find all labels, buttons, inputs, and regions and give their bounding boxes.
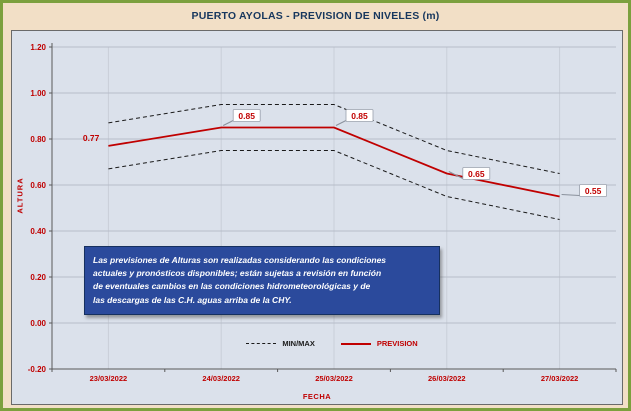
x-tick-label: 25/03/2022 — [315, 374, 353, 383]
data-label-leader — [448, 171, 464, 179]
series-prevision-line — [108, 126, 560, 198]
data-label: 0.77 — [83, 133, 100, 143]
data-label-leader — [335, 120, 347, 126]
data-label-leader — [222, 120, 234, 126]
y-tick-label: 0.80 — [30, 135, 46, 144]
y-tick-label: 0.20 — [30, 273, 46, 282]
y-tick-label: 1.00 — [30, 89, 46, 98]
y-tick-label: -0.20 — [28, 365, 47, 374]
series-max-line — [108, 104, 560, 174]
data-label: 0.85 — [238, 111, 255, 121]
y-tick-label: 0.00 — [30, 319, 46, 328]
legend-item-prevision: PREVISION — [340, 339, 418, 348]
y-tick-label: 0.60 — [30, 181, 46, 190]
prevision-line-icon — [340, 342, 371, 345]
data-label-box — [345, 109, 374, 122]
disclaimer-line: las descargas de las C.H. aguas arriba d… — [93, 294, 292, 305]
y-tick-label: 0.40 — [30, 227, 46, 236]
legend-label-minmax: MIN/MAX — [282, 339, 315, 348]
x-tick-label: 26/03/2022 — [428, 374, 466, 383]
y-tick-label: 1.20 — [30, 43, 46, 52]
chart-legend: MIN/MAX PREVISION — [12, 339, 622, 348]
x-tick-label: 24/03/2022 — [202, 374, 240, 383]
x-tick-label: 23/03/2022 — [90, 374, 128, 383]
chart-canvas: 1.20 1.00 0.80 0.60 0.40 0.20 0.00 -0.20 23/03/2… — [28, 43, 617, 383]
chart-panel: 1.20 1.00 0.80 0.60 0.40 0.20 0.00 -0.20 23/03/2… — [11, 30, 623, 405]
series-min-line — [108, 150, 560, 220]
disclaimer-note: Las previsiones de Alturas son realizada… — [84, 246, 440, 315]
legend-item-minmax: MIN/MAX — [246, 339, 315, 348]
x-axis-label: FECHA — [302, 392, 332, 401]
data-label-box — [462, 167, 491, 180]
data-label-box — [579, 184, 607, 197]
data-label: 0.85 — [351, 111, 368, 121]
minmax-line-icon — [246, 343, 277, 344]
x-tick-label: 27/03/2022 — [541, 374, 579, 383]
data-label-box — [232, 109, 261, 122]
disclaimer-line: Las previsiones de Alturas son realizada… — [93, 255, 387, 265]
disclaimer-line: actuales y pronósticos disponibles; está… — [93, 268, 382, 279]
disclaimer-line: de eventuales cambios en las condiciones… — [93, 281, 371, 292]
legend-label-prevision: PREVISION — [376, 339, 418, 348]
data-label: 0.55 — [585, 186, 602, 196]
chart-title: PUERTO AYOLAS - PREVISION DE NIVELES (m) — [191, 10, 440, 22]
data-label-leader — [561, 194, 580, 196]
data-label: 0.65 — [468, 169, 485, 179]
